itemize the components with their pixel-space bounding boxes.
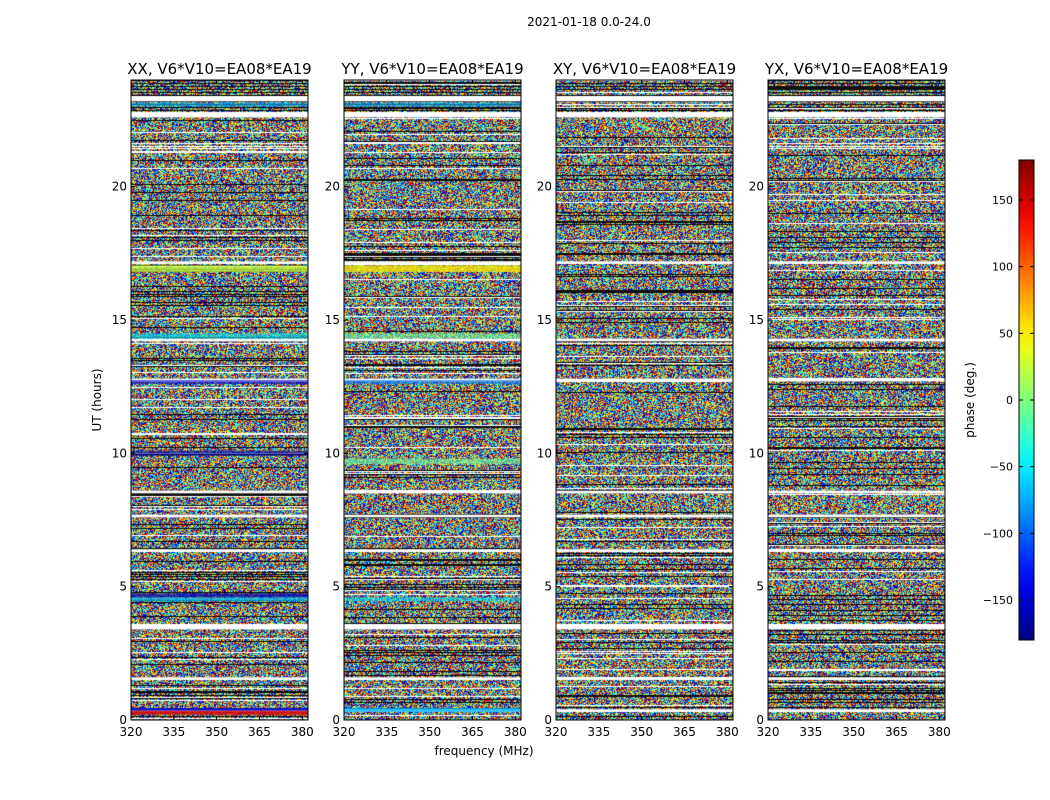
panel-title: XY, V6*V10=EA08*EA19 [553,60,736,78]
x-tick-label: 320 [545,725,568,739]
colorbar-tick-label: 150 [992,194,1013,207]
y-tick-label: 10 [325,446,340,460]
figure-title: 2021-01-18 0.0-24.0 [527,15,651,29]
colorbar-tick-label: −50 [990,461,1013,474]
panel-yx: YX, V6*V10=EA08*EA19 320 335 350 365 380 0 5 10 1… [749,60,951,739]
y-tick-label: 20 [537,180,552,194]
y-tick-label: 0 [544,713,552,727]
panels: XX, V6*V10=EA08*EA19 320 335 350 365 380 0 5 10 1… [112,60,951,739]
y-tick-label: 0 [332,713,340,727]
x-tick-label: 380 [504,725,527,739]
panel-frame [555,79,734,721]
x-tick-label: 350 [630,725,653,739]
colorbar-tick-label: 50 [999,327,1013,340]
heatmap-image [131,80,308,720]
x-tick-label: 365 [461,725,484,739]
y-tick-label: 10 [537,446,552,460]
y-tick-label: 0 [756,713,764,727]
x-tick-label: 320 [120,725,143,739]
x-tick-label: 320 [333,725,356,739]
x-tick-label: 335 [587,725,610,739]
panel-title: YX, V6*V10=EA08*EA19 [764,60,948,78]
x-tick-label: 365 [673,725,696,739]
panel-title: XX, V6*V10=EA08*EA19 [127,60,311,78]
panel-xy: XY, V6*V10=EA08*EA19 320 335 350 365 380 0 5 10 1… [537,60,739,739]
y-tick-label: 20 [112,180,127,194]
x-tick-label: 335 [375,725,398,739]
colorbar: phase (deg.) 150 100 50 0 −50 −100 −150 [963,159,1035,641]
y-tick-label: 5 [119,580,127,594]
x-tick-label: 350 [842,725,865,739]
x-axis-label: frequency (MHz) [434,744,533,758]
y-tick-label: 15 [537,313,552,327]
x-tick-label: 365 [885,725,908,739]
heatmap-image [344,80,521,720]
heatmap-image [768,80,945,720]
colorbar-tick-label: −150 [983,594,1013,607]
x-tick-label: 350 [418,725,441,739]
panel-xx: XX, V6*V10=EA08*EA19 320 335 350 365 380 0 5 10 1… [112,60,314,739]
x-tick-label: 380 [291,725,314,739]
y-axis-label: UT (hours) [90,368,104,431]
y-tick-label: 10 [749,446,764,460]
y-tick-label: 5 [756,580,764,594]
heatmap-image [556,80,733,720]
panel-yy: YY, V6*V10=EA08*EA19 320 335 350 365 380 0 5 10 1… [325,60,527,739]
x-tick-label: 350 [205,725,228,739]
colorbar-tick-label: 100 [992,261,1013,274]
y-tick-label: 15 [112,313,127,327]
x-tick-label: 335 [799,725,822,739]
y-tick-label: 10 [112,446,127,460]
colorbar-tick-label: −100 [983,527,1013,540]
y-tick-label: 20 [749,180,764,194]
x-tick-label: 335 [162,725,185,739]
panel-frame [343,79,522,721]
colorbar-label: phase (deg.) [963,362,977,438]
y-tick-label: 15 [325,313,340,327]
y-tick-label: 5 [332,580,340,594]
panel-frame [130,79,309,721]
colorbar-tick-label: 0 [1006,394,1013,407]
y-tick-label: 0 [119,713,127,727]
panel-title: YY, V6*V10=EA08*EA19 [340,60,523,78]
y-tick-label: 15 [749,313,764,327]
y-tick-label: 20 [325,180,340,194]
x-tick-label: 380 [928,725,951,739]
x-tick-label: 320 [757,725,780,739]
panel-frame [767,79,946,721]
y-tick-label: 5 [544,580,552,594]
x-tick-label: 380 [716,725,739,739]
x-tick-label: 365 [248,725,271,739]
